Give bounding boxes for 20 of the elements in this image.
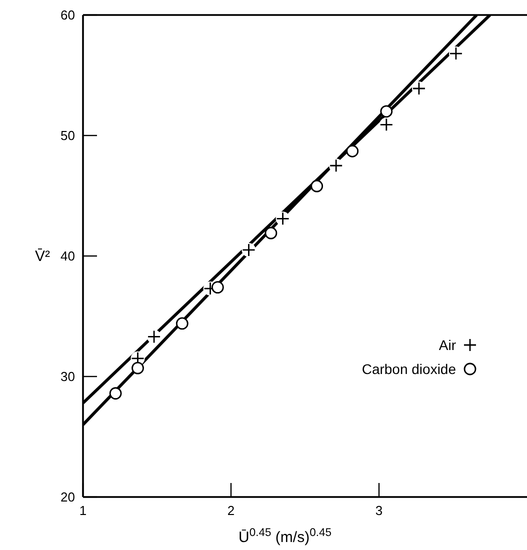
point xyxy=(264,226,278,240)
point xyxy=(132,362,144,374)
y-tick-label: 50 xyxy=(60,128,75,144)
x-axis-title: Ū$^{0.45}$ (m/s)$^{0.45}$ xyxy=(238,527,332,546)
y-tick-label: 40 xyxy=(60,248,75,264)
x-tick-label: 1 xyxy=(79,503,87,518)
x-tick-label: 3 xyxy=(375,503,383,518)
point xyxy=(346,144,359,158)
x-tick-label: 2 xyxy=(227,503,235,518)
legend-label: Carbon dioxide xyxy=(362,360,456,377)
y-tick-label: 60 xyxy=(60,8,75,23)
point xyxy=(380,105,393,118)
point xyxy=(211,281,224,294)
point xyxy=(176,317,188,330)
point xyxy=(109,387,122,400)
point xyxy=(310,180,324,192)
legend-label: Air xyxy=(438,336,456,353)
y-tick-label: 20 xyxy=(60,490,75,505)
y-tick-label: 30 xyxy=(60,369,75,384)
y-axis-title: V̄² xyxy=(35,248,50,265)
